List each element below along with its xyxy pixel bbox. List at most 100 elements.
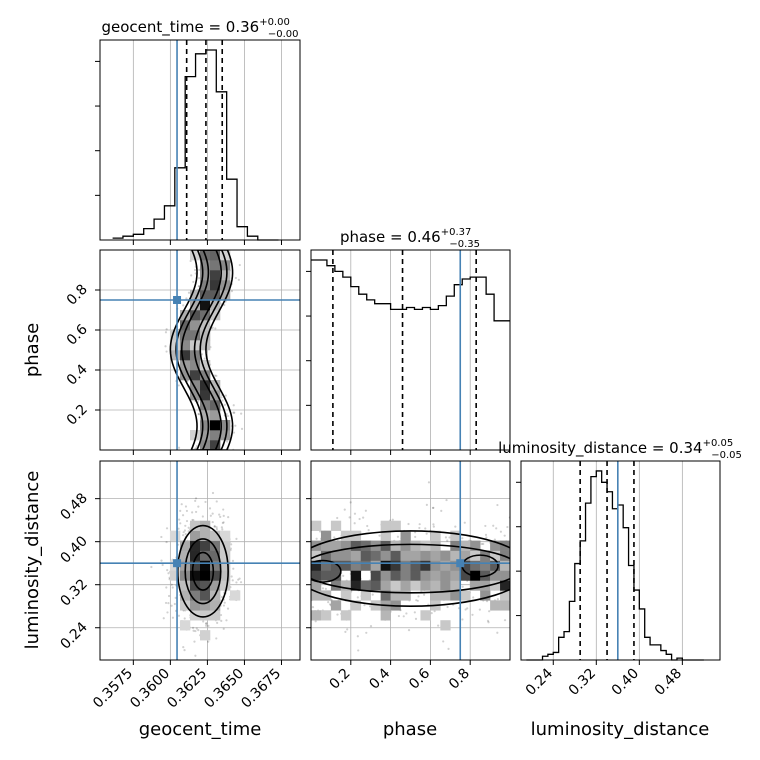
scatter-point (488, 610, 491, 613)
x-tick-label: 0.2 (327, 666, 354, 693)
density-cell (470, 560, 481, 571)
density-cell (360, 590, 371, 601)
panel-title-plus: +0.05 (703, 438, 734, 449)
scatter-point (344, 630, 347, 633)
scatter-point (211, 491, 215, 495)
y-tick-label: 0.4 (64, 361, 91, 388)
scatter-point (416, 599, 419, 602)
scatter-point (161, 563, 164, 567)
histogram-step (112, 49, 279, 241)
panel-frame (310, 249, 511, 451)
density-cell (200, 560, 211, 571)
scatter-point (203, 357, 206, 360)
scatter-point (486, 619, 490, 622)
histogram-geocent_time: geocent_time = 0.36+0.00 −0.00 (95, 17, 301, 245)
scatter-point (205, 622, 208, 625)
scatter-point (464, 608, 467, 611)
density-cell (460, 570, 471, 581)
scatter-point (198, 276, 201, 280)
scatter-point (349, 501, 352, 504)
scatter-point (213, 525, 216, 528)
panel-title-luminosity_distance: luminosity_distance = 0.34+0.05 −0.05 (498, 438, 742, 461)
scatter-point (454, 525, 457, 528)
scatter-point (364, 509, 367, 512)
histogram-luminosity_distance: luminosity_distance = 0.34+0.05 −0.05 (498, 438, 742, 665)
scatter-point (177, 446, 181, 449)
scatter-point (446, 539, 449, 542)
density-cell (190, 360, 201, 371)
scatter-point (353, 522, 356, 525)
density-cell (330, 570, 342, 581)
scatter-point (166, 611, 169, 614)
density-cell (400, 570, 411, 581)
density-cell (220, 530, 231, 541)
density-cell (390, 520, 401, 531)
scatter-point (485, 536, 488, 539)
scatter-point (177, 527, 180, 530)
density-cell (210, 560, 221, 571)
scatter-point (225, 619, 228, 622)
scatter-point (461, 537, 464, 540)
density-cell (200, 400, 211, 411)
scatter-point (194, 499, 197, 503)
scatter-point (444, 536, 448, 539)
density-cell (400, 530, 411, 541)
density-cell (320, 560, 332, 571)
scatter-point (165, 350, 168, 353)
density-cell (210, 250, 221, 261)
scatter-point (461, 585, 464, 588)
scatter-point (430, 612, 433, 615)
scatter-point (440, 509, 443, 512)
scatter-point (348, 516, 351, 519)
density-cell (200, 360, 211, 371)
scatter-point (177, 614, 181, 617)
y-tick-label: 0.6 (64, 321, 91, 348)
density-cell (170, 350, 181, 361)
joint-geocent_time-luminosity_distance (95, 460, 301, 665)
scatter-point (492, 524, 495, 527)
scatter-point (165, 540, 168, 544)
density-cell (200, 320, 211, 331)
scatter-point (197, 285, 200, 288)
scatter-point (478, 608, 481, 611)
density-cell (500, 590, 510, 601)
histogram-phase: phase = 0.46+0.37 −0.35 (306, 227, 511, 455)
density-cell (450, 580, 461, 591)
density-cell (490, 570, 501, 581)
density-cell (350, 580, 362, 591)
density-cell (190, 330, 201, 341)
scatter-point (222, 521, 225, 524)
scatter-point (472, 596, 475, 599)
density-cell (360, 580, 371, 591)
density-cell (460, 590, 471, 601)
density-cell (490, 560, 501, 571)
density-cell (170, 570, 181, 581)
density-cell (370, 570, 381, 581)
scatter-point (202, 620, 205, 623)
density-cell (480, 590, 491, 601)
density-cell (420, 540, 431, 551)
scatter-point (237, 278, 240, 281)
density-cell (410, 570, 421, 581)
density-cell (210, 550, 221, 561)
truth-marker (173, 559, 182, 568)
density-cell (180, 600, 191, 611)
density-cell (420, 580, 431, 591)
scatter-point (178, 518, 181, 521)
scatter-point (201, 515, 204, 518)
panel-title-geocent_time: geocent_time = 0.36+0.00 −0.00 (102, 17, 299, 40)
y-tick-label: 0.8 (64, 282, 91, 309)
density-cell (220, 540, 231, 551)
scatter-point (173, 602, 176, 606)
scatter-point (418, 523, 421, 526)
panel-title-minus: −0.05 (711, 450, 742, 461)
scatter-point (167, 594, 171, 598)
density-cell (220, 260, 231, 271)
scatter-point (222, 604, 226, 607)
scatter-point (407, 629, 411, 632)
scatter-point (235, 537, 238, 540)
scatter-point (207, 624, 210, 627)
scatter-point (195, 627, 198, 630)
density-cell (430, 590, 441, 601)
histogram-step (311, 259, 510, 322)
